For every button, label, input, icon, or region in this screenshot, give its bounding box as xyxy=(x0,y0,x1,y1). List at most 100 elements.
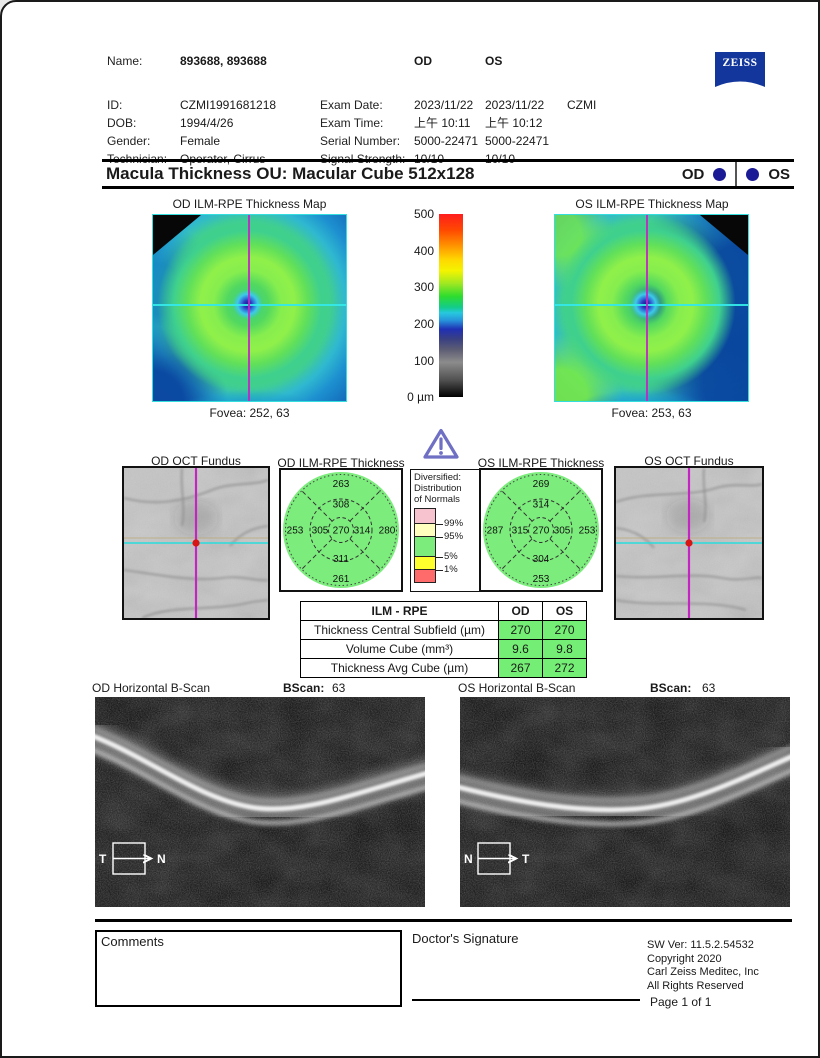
thickness-color-scale xyxy=(439,214,463,397)
svg-text:269: 269 xyxy=(533,479,550,490)
legend-tick-95 xyxy=(436,537,443,538)
zeiss-logo: ZEISS xyxy=(715,52,765,88)
warning-triangle-icon xyxy=(422,427,460,466)
volume-cube-os: 9.8 xyxy=(542,639,587,659)
svg-text:253: 253 xyxy=(533,574,550,585)
os-etdrs-grid: 269 314 287 315 270 305 253 304 253 xyxy=(479,468,603,592)
legend-band-5 xyxy=(414,557,436,570)
gender-label: Gender: xyxy=(107,134,151,148)
svg-text:253: 253 xyxy=(579,526,596,537)
volume-cube-od: 9.6 xyxy=(498,639,543,659)
titlebar-os-label: OS xyxy=(768,165,790,183)
report-title: Macula Thickness OU: Macular Cube 512x12… xyxy=(106,164,475,183)
exam-time-os: 上午 10:12 xyxy=(485,116,543,130)
titlebar-od-label: OD xyxy=(681,165,705,183)
legend-band-normal xyxy=(414,537,436,557)
od-indicator-dot xyxy=(713,167,727,181)
legend-title-line1: Diversified: xyxy=(414,472,461,483)
legend-label-1: 1% xyxy=(444,564,458,575)
exam-date-od: 2023/11/22 xyxy=(414,98,474,112)
table-header-os: OS xyxy=(542,601,587,621)
avg-cube-od: 267 xyxy=(498,658,543,678)
od-etdrs-title: OD ILM-RPE Thickness xyxy=(277,456,405,470)
svg-text:N: N xyxy=(464,852,473,866)
legend-label-95: 95% xyxy=(444,531,464,542)
scale-tick-200: 200 xyxy=(413,317,434,331)
exam-time-label: Exam Time: xyxy=(320,116,384,130)
od-bscan-title: OD Horizontal B-Scan xyxy=(92,681,211,695)
os-fovea-coordinates: Fovea: 253, 63 xyxy=(611,406,692,420)
svg-text:314: 314 xyxy=(533,500,550,511)
exam-time-od: 上午 10:11 xyxy=(414,116,471,130)
dob-label: DOB: xyxy=(107,116,137,130)
software-info: SW Ver: 11.5.2.54532 Copyright 2020 Carl… xyxy=(647,939,797,993)
svg-text:T: T xyxy=(99,852,107,866)
table-header-metric: ILM - RPE xyxy=(300,601,499,621)
serial-number-od: 5000-22471 xyxy=(414,134,479,148)
signature-line xyxy=(412,999,640,1001)
avg-cube-os: 272 xyxy=(542,658,587,678)
svg-text:308: 308 xyxy=(333,500,350,511)
normals-distribution-legend: Diversified: Distribution of Normals 99%… xyxy=(410,469,484,592)
comments-label: Comments xyxy=(101,934,164,949)
legend-band-1 xyxy=(414,570,436,583)
os-indicator-dot xyxy=(746,167,760,181)
od-thickness-map xyxy=(152,214,347,402)
os-thickness-map-title: OS ILM-RPE Thickness Map xyxy=(575,197,729,211)
name-value: 893688, 893688 xyxy=(180,54,267,68)
svg-text:305: 305 xyxy=(554,526,571,537)
legend-tick-5 xyxy=(436,557,443,558)
os-bscan-number: 63 xyxy=(702,681,716,695)
site-code: CZMI xyxy=(567,98,597,112)
titlebar-divider xyxy=(735,162,738,186)
comments-box: Comments xyxy=(95,930,402,1007)
scale-tick-0: 0 µm xyxy=(407,390,434,404)
os-column-header: OS xyxy=(485,54,503,68)
od-thickness-map-title: OD ILM-RPE Thickness Map xyxy=(172,197,327,211)
svg-text:304: 304 xyxy=(533,554,550,565)
os-etdrs-title: OS ILM-RPE Thickness xyxy=(477,456,605,470)
svg-text:261: 261 xyxy=(333,574,350,585)
svg-text:263: 263 xyxy=(333,479,350,490)
legend-title-line3: of Normals xyxy=(414,494,460,505)
page-number: Page 1 of 1 xyxy=(650,995,712,1009)
ilm-rpe-summary-table: ILM - RPE OD OS Thickness Central Subfie… xyxy=(300,601,587,678)
os-thickness-map-colors xyxy=(555,215,748,401)
od-bscan-image: T N xyxy=(80,697,439,907)
serial-number-os: 5000-22471 xyxy=(485,134,550,148)
svg-text:270: 270 xyxy=(533,526,550,537)
dob-value: 1994/4/26 xyxy=(180,116,234,130)
report-title-bar: Macula Thickness OU: Macular Cube 512x12… xyxy=(102,159,794,189)
central-subfield-label: Thickness Central Subfield (µm) xyxy=(300,620,499,640)
od-map-vertical-crosshair xyxy=(248,215,250,401)
scale-tick-400: 400 xyxy=(413,244,434,258)
legend-label-5: 5% xyxy=(444,551,458,562)
central-subfield-os: 270 xyxy=(542,620,587,640)
os-bscan-image: N T xyxy=(446,697,806,907)
copyright: Copyright 2020 xyxy=(647,952,722,965)
od-fundus-image xyxy=(122,466,270,620)
name-label: Name: xyxy=(107,54,143,68)
od-bscan-label: BScan: xyxy=(283,681,325,695)
os-orientation-indicator: N T xyxy=(464,842,530,875)
legend-tick-99 xyxy=(436,524,443,525)
table-row: Thickness Avg Cube (µm) 267 272 xyxy=(300,658,587,678)
svg-text:314: 314 xyxy=(354,526,371,537)
table-row: Thickness Central Subfield (µm) 270 270 xyxy=(300,620,587,640)
svg-text:270: 270 xyxy=(333,526,350,537)
id-value: CZMI1991681218 xyxy=(180,98,277,112)
os-bscan-label: BScan: xyxy=(650,681,692,695)
scale-tick-100: 100 xyxy=(413,354,434,368)
od-fundus-title: OD OCT Fundus xyxy=(151,454,241,468)
od-orientation-indicator: T N xyxy=(99,842,166,875)
volume-cube-label: Volume Cube (mm³) xyxy=(300,639,499,659)
od-bscan-number: 63 xyxy=(332,681,346,695)
os-fundus-image xyxy=(614,466,764,620)
legend-band-99 xyxy=(414,508,436,524)
table-row: Volume Cube (mm³) 9.6 9.8 xyxy=(300,639,587,659)
scale-tick-500: 500 xyxy=(413,207,434,221)
legend-title-line2: Distribution xyxy=(414,483,462,494)
central-subfield-od: 270 xyxy=(498,620,543,640)
legend-band-95 xyxy=(414,524,436,537)
